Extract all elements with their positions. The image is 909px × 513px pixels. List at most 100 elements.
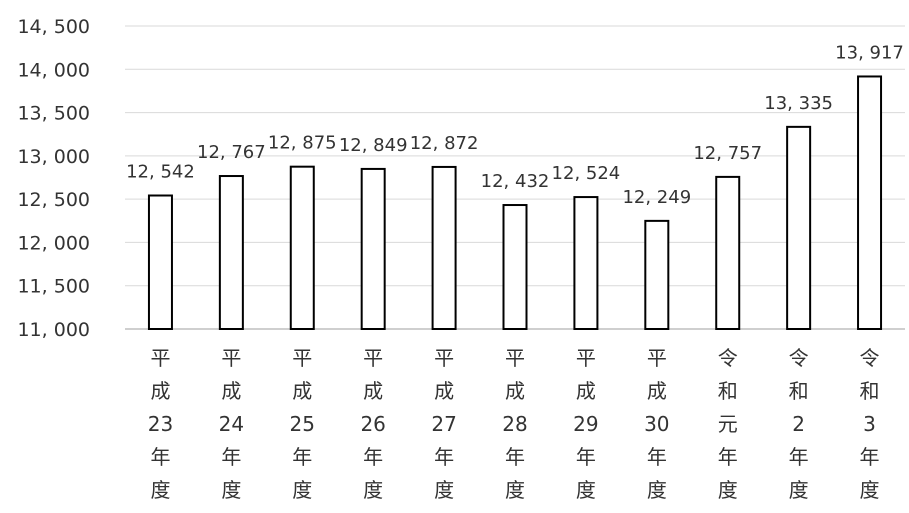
category-label-line: 29	[573, 412, 598, 436]
category-label-line: 平	[434, 346, 454, 370]
y-tick-label: 13, 500	[17, 103, 90, 125]
category-label-line: 2	[792, 412, 805, 436]
category-label-line: 和	[789, 379, 809, 403]
category-label-line: 平	[505, 346, 525, 370]
category-label-line: 24	[219, 412, 244, 436]
category-label-line: 年	[860, 445, 880, 469]
category-label: 平成 30 年度	[644, 346, 669, 502]
category-label: 平成 29 年度	[573, 346, 598, 502]
data-label: 13, 335	[764, 93, 833, 114]
category-label-line: 度	[363, 478, 383, 502]
data-label: 12, 767	[197, 142, 266, 163]
category-label-line: 年	[221, 445, 241, 469]
y-tick-label: 11, 500	[17, 276, 90, 298]
category-label-line: 26	[360, 412, 385, 436]
category-label-line: 30	[644, 412, 669, 436]
category-label-line: 年	[292, 445, 312, 469]
data-label: 13, 917	[835, 42, 904, 63]
category-label-line: 28	[502, 412, 527, 436]
bar	[715, 175, 741, 330]
x-axis-category-labels: 平成23年度平成24年度平成25年度平成26年度平成27年度平成28年度平成29…	[148, 346, 880, 502]
data-label: 12, 757	[693, 143, 762, 164]
category-label-line: 年	[434, 445, 454, 469]
category-label-line: 成	[647, 379, 667, 403]
category-label-line: 年	[363, 445, 383, 469]
category-label: 平成 24 年度	[219, 346, 244, 502]
category-label: 平成 25 年度	[290, 346, 315, 502]
category-label-line: 成	[505, 379, 525, 403]
category-label-line: 平	[363, 346, 383, 370]
gridlines	[125, 25, 905, 330]
category-label-line: 平	[150, 346, 170, 370]
category-label: 平成 28 年度	[502, 346, 527, 502]
category-label-line: 平	[221, 346, 241, 370]
y-tick-label: 11, 000	[17, 319, 90, 341]
category-label-line: 度	[860, 478, 880, 502]
category-label-line: 成	[363, 379, 383, 403]
category-label-line: 令	[860, 346, 880, 370]
data-label: 12, 875	[268, 133, 337, 154]
category-label-line: 平	[576, 346, 596, 370]
category-label-line: 度	[505, 478, 525, 502]
category-label: 平成 26 年度	[360, 346, 385, 502]
category-label: 令和 3 年度	[860, 346, 880, 502]
category-label-line: 成	[292, 379, 312, 403]
category-label-line: 年	[576, 445, 596, 469]
category-label-line: 度	[647, 478, 667, 502]
bar	[147, 194, 173, 330]
category-label-line: 成	[576, 379, 596, 403]
bar	[218, 175, 244, 330]
y-tick-label: 13, 000	[17, 146, 90, 168]
data-label: 12, 849	[339, 135, 408, 156]
category-label-line: 度	[221, 478, 241, 502]
category-label-line: 成	[150, 379, 170, 403]
category-label-line: 和	[718, 379, 738, 403]
category-label-line: 度	[150, 478, 170, 502]
y-tick-label: 12, 500	[17, 189, 90, 211]
category-label-line: 令	[789, 346, 809, 370]
category-label-line: 年	[647, 445, 667, 469]
category-label-line: 成	[434, 379, 454, 403]
data-label: 12, 249	[622, 187, 691, 208]
category-label-line: 年	[789, 445, 809, 469]
category-label-line: 度	[718, 478, 738, 502]
category-label-line: 平	[292, 346, 312, 370]
bar	[857, 75, 883, 330]
category-label-line: 年	[505, 445, 525, 469]
y-tick-label: 14, 000	[17, 59, 90, 81]
category-label: 令和 2 年度	[789, 346, 809, 502]
category-label-line: 成	[221, 379, 241, 403]
category-label-line: 度	[576, 478, 596, 502]
data-label: 12, 524	[552, 163, 621, 184]
bar	[360, 167, 386, 330]
y-axis-tick-labels: 11, 000 11, 500 12, 000 12, 500 13, 000 13, 5…	[17, 16, 90, 341]
category-label-line: 度	[789, 478, 809, 502]
category-label-line: 年	[718, 445, 738, 469]
bar	[573, 196, 599, 330]
data-label: 12, 432	[481, 171, 550, 192]
bar	[644, 219, 670, 330]
category-label-line: 25	[290, 412, 315, 436]
category-label-line: 年	[150, 445, 170, 469]
data-label: 12, 872	[410, 133, 479, 154]
category-label-line: 度	[434, 478, 454, 502]
category-label-line: 和	[860, 379, 880, 403]
bar	[289, 165, 315, 330]
category-label-line: 23	[148, 412, 173, 436]
bar	[786, 125, 812, 330]
y-tick-label: 12, 000	[17, 232, 90, 254]
y-tick-label: 14, 500	[17, 16, 90, 38]
data-label: 12, 542	[126, 162, 195, 183]
category-label-line: 令	[718, 346, 738, 370]
category-label: 平成 27 年度	[431, 346, 456, 502]
bar	[431, 165, 457, 330]
category-label-line: 平	[647, 346, 667, 370]
category-label-line: 元	[718, 412, 738, 436]
category-label: 平成 23 年度	[148, 346, 173, 502]
category-label-line: 度	[292, 478, 312, 502]
category-label-line: 27	[431, 412, 456, 436]
bars	[147, 75, 883, 330]
bar	[502, 204, 528, 330]
